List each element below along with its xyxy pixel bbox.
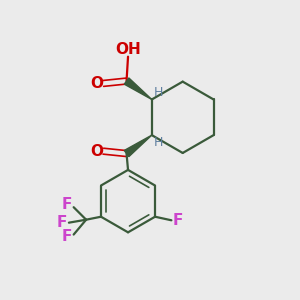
Text: F: F: [173, 213, 183, 228]
Polygon shape: [124, 135, 152, 157]
Text: OH: OH: [115, 42, 141, 57]
Polygon shape: [124, 78, 152, 100]
Text: F: F: [56, 215, 67, 230]
Text: H: H: [154, 136, 163, 149]
Text: F: F: [62, 230, 72, 244]
Text: O: O: [90, 76, 103, 91]
Text: F: F: [62, 197, 72, 212]
Text: H: H: [154, 85, 163, 98]
Text: O: O: [90, 144, 103, 159]
